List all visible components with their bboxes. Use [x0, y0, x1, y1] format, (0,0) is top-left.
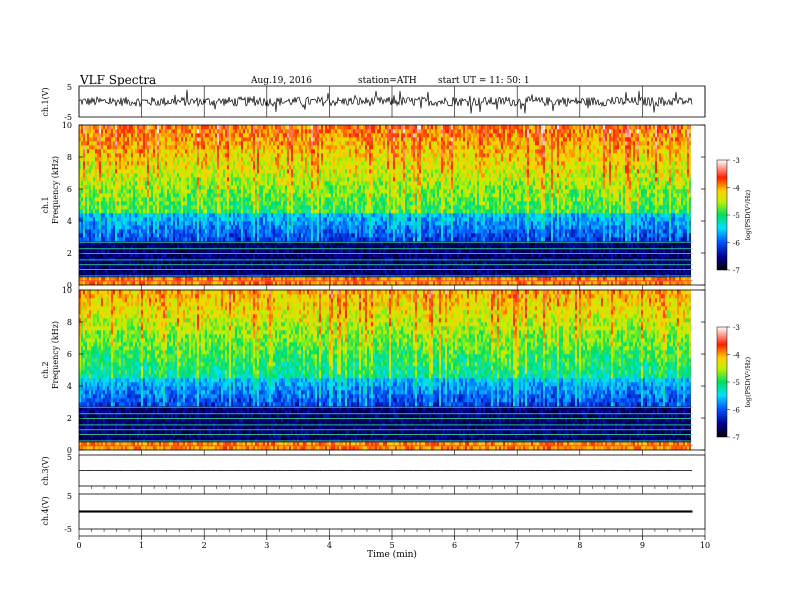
ch1-waveform-panel: 5 -5 ch.1(V) — [41, 83, 705, 122]
ch1-spec-ylabel-channel: ch.1 — [41, 196, 50, 213]
spec1-ytick-6: 6 — [67, 185, 72, 194]
cbar2-ticks-label--3: -3 — [733, 324, 740, 332]
date-label: Aug.19, 2016 — [250, 76, 312, 86]
ch2-colorbar: -3 -4 -5 -6 -7 log(PSD(V²/Hz) — [717, 324, 752, 442]
cbar1-ticks-label--4: -4 — [733, 185, 740, 193]
ch3-ylabel: ch.3(V) — [41, 456, 50, 485]
ch1-ylabel: ch.1(V) — [41, 87, 50, 116]
spec1-ytick-4: 4 — [67, 217, 72, 226]
start-time-label: start UT = 11: 50: 1 — [438, 76, 530, 86]
ch2-colorbar-label: log(PSD(V²/Hz) — [744, 356, 752, 407]
cbar2-ticks-label--7: -7 — [733, 434, 740, 442]
ch1-spec-ylabel: Frequency (kHz) — [51, 156, 60, 224]
ch3-waveform-panel: 5 ch.3(V) — [41, 453, 705, 486]
ch4-ytick-top: 5 — [67, 492, 72, 501]
x-tick-10: 10 — [700, 541, 710, 550]
ch1-ytick-top: 5 — [67, 83, 72, 92]
cbar2-ticks-label--4: -4 — [733, 352, 740, 360]
spec1-ytick-8: 8 — [67, 153, 72, 162]
ch4-waveform-band — [79, 510, 692, 512]
ch1-spectrogram-image — [79, 125, 705, 285]
x-tick-7: 7 — [515, 541, 520, 550]
x-tick-8: 8 — [577, 541, 582, 550]
x-axis: 0 1 2 3 4 5 6 7 8 9 10 — [76, 536, 710, 550]
ch2-spectrogram-image — [79, 290, 705, 450]
x-tick-6: 6 — [452, 541, 457, 550]
cbar2-ticks-label--5: -5 — [733, 379, 740, 387]
spec2-ytick-10: 10 — [62, 286, 72, 295]
ch4-ylabel: ch.4(V) — [41, 496, 50, 525]
spec2-ytick-8: 8 — [67, 318, 72, 327]
cbar2-ticks-label--6: -6 — [733, 407, 740, 415]
ch4-waveform-panel: 5 -5 ch.4(V) — [41, 492, 705, 534]
ch2-spec-ylabel: Frequency (kHz) — [51, 321, 60, 389]
x-tick-1: 1 — [139, 541, 144, 550]
ch4-ytick-bottom: -5 — [64, 525, 72, 534]
cbar1-ticks-label--3: -3 — [733, 157, 740, 165]
x-tick-3: 3 — [264, 541, 269, 550]
ch1-colorbar: -3 -4 -5 -6 -7 log(PSD(V²/Hz) — [717, 157, 752, 275]
x-tick-2: 2 — [202, 541, 207, 550]
ch2-spec-ylabel-channel: ch.2 — [41, 361, 50, 378]
station-label: station=ATH — [358, 76, 417, 86]
x-tick-0: 0 — [76, 541, 81, 550]
spec1-ytick-2: 2 — [67, 249, 72, 258]
spec2-ytick-2: 2 — [67, 414, 72, 423]
spec1-ytick-10: 10 — [62, 121, 72, 130]
spec2-ytick-4: 4 — [67, 382, 72, 391]
vlf-figure: VLF Spectra Aug.19, 2016 station=ATH sta… — [0, 0, 792, 612]
x-tick-5: 5 — [389, 541, 394, 550]
ch3-ytick-top: 5 — [67, 453, 72, 462]
ch1-colorbar-label: log(PSD(V²/Hz) — [744, 189, 752, 240]
cbar1-ticks-label--7: -7 — [733, 267, 740, 275]
spec2-ytick-6: 6 — [67, 350, 72, 359]
figure-title: VLF Spectra — [79, 73, 156, 87]
x-tick-4: 4 — [327, 541, 332, 550]
cbar1-ticks-label--5: -5 — [733, 212, 740, 220]
x-tick-9: 9 — [640, 541, 645, 550]
cbar1-ticks-label--6: -6 — [733, 240, 740, 248]
x-axis-label: Time (min) — [367, 549, 417, 560]
